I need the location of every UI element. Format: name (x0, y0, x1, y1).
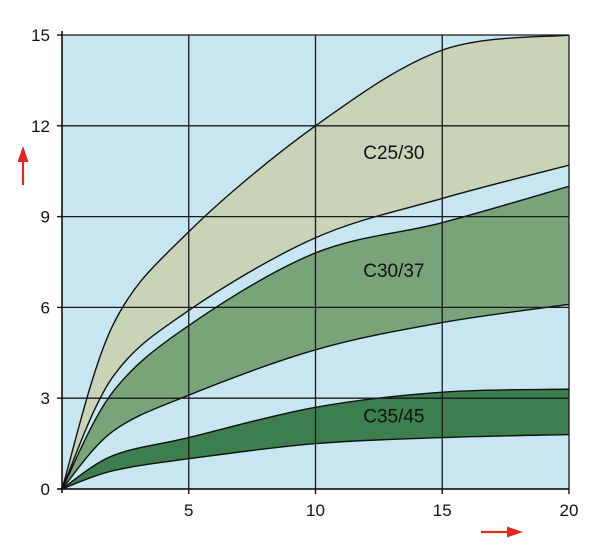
x-tick-label: 5 (184, 501, 193, 520)
band-lower-line-2 (62, 303, 569, 489)
y-tick-label: 15 (31, 26, 50, 45)
arrows-layer (17, 146, 523, 538)
x-tick-label: 10 (306, 501, 325, 520)
band-label-3: C35/45 (363, 406, 424, 427)
y-tick-label: 0 (41, 480, 50, 499)
right-arrow-icon (507, 526, 523, 538)
y-tick-label: 6 (41, 298, 50, 317)
band-lower-line-1 (62, 164, 569, 489)
y-tick-label: 3 (41, 389, 50, 408)
labels-layer: 0 3 6 9 12 15 5 10 15 20 C25/30 C30/37 C35/45 (31, 26, 578, 520)
band-label-2: C30/37 (363, 261, 424, 282)
axes-layer (57, 31, 570, 494)
x-tick-label: 15 (433, 501, 452, 520)
band-lower-line-3 (62, 433, 569, 489)
band-upper-line-3 (62, 388, 569, 489)
y-tick-label: 12 (31, 117, 50, 136)
x-tick-label: 20 (560, 501, 579, 520)
band-upper-line-1 (62, 35, 569, 489)
y-tick-label: 9 (41, 208, 50, 227)
band-label-1: C25/30 (363, 143, 424, 164)
up-arrow-icon (17, 146, 29, 162)
grid-layer (62, 34, 570, 490)
band-upper-line-2 (62, 185, 569, 489)
